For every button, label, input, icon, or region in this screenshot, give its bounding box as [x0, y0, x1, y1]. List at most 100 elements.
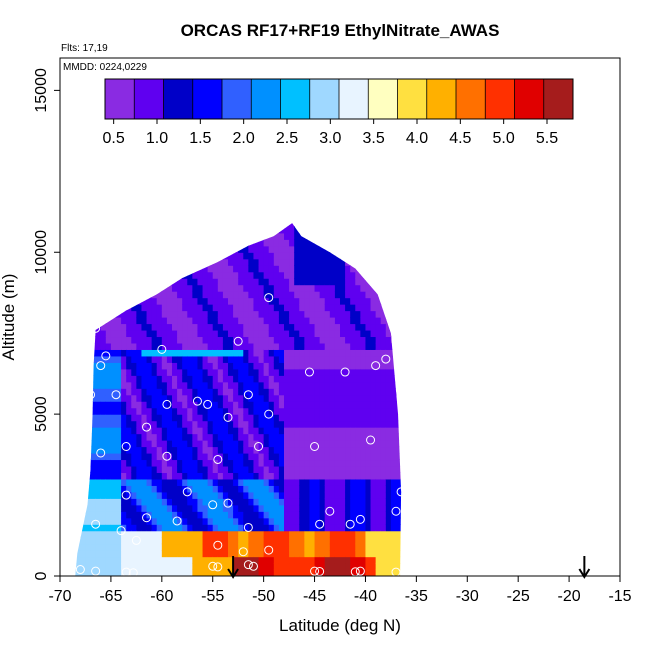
heatmap-cell	[207, 569, 214, 576]
heatmap-cell	[233, 329, 239, 338]
heatmap-cell	[75, 278, 81, 286]
heatmap-cell	[273, 226, 280, 234]
heatmap-cell	[116, 336, 122, 344]
heatmap-cell	[151, 394, 158, 402]
heatmap-cell	[334, 368, 341, 376]
heatmap-cell	[360, 342, 367, 350]
heatmap-cell	[284, 504, 290, 512]
heatmap-cell	[370, 569, 377, 576]
heatmap-cell	[273, 485, 280, 493]
heatmap-cell	[309, 485, 316, 493]
heatmap-cell	[177, 355, 183, 363]
heatmap-cell	[100, 271, 107, 279]
heatmap-cell	[365, 278, 372, 286]
heatmap-cell	[401, 278, 402, 286]
heatmap-cell	[324, 485, 331, 493]
heatmap-cell	[273, 375, 280, 383]
heatmap-cell	[156, 452, 163, 461]
heatmap-cell	[75, 478, 76, 486]
heatmap-cell	[360, 472, 367, 480]
heatmap-cell	[151, 401, 158, 409]
heatmap-cell	[401, 465, 402, 473]
heatmap-cell	[258, 284, 265, 292]
heatmap-cell	[304, 472, 311, 480]
heatmap-cell	[365, 336, 372, 344]
heatmap-cell	[207, 304, 214, 312]
heatmap-cell	[345, 414, 351, 422]
heatmap-cell	[85, 550, 92, 558]
heatmap-cell	[238, 310, 244, 318]
heatmap-cell	[228, 537, 234, 545]
heatmap-cell	[329, 459, 336, 467]
heatmap-cell	[187, 459, 193, 467]
heatmap-cell	[151, 440, 158, 448]
heatmap-cell	[192, 265, 199, 273]
plot-frame	[59, 57, 621, 577]
heatmap-cell	[166, 278, 173, 286]
heatmap-cell	[401, 271, 402, 279]
heatmap-cell	[268, 569, 275, 576]
heatmap-cell	[355, 381, 361, 389]
heatmap-cell	[217, 537, 224, 545]
heatmap-cell	[309, 349, 316, 357]
heatmap-cell	[217, 498, 224, 506]
heatmap-cell	[116, 239, 122, 247]
heatmap-cell	[110, 465, 117, 473]
sample-point	[233, 336, 243, 346]
heatmap-cell	[95, 278, 102, 286]
heatmap-cell	[243, 349, 249, 357]
heatmap-cell	[401, 252, 402, 260]
heatmap-cell	[258, 239, 265, 247]
heatmap-cell	[197, 478, 204, 486]
heatmap-cell	[365, 291, 372, 299]
heatmap-cell	[238, 517, 244, 525]
heatmap-cell	[360, 223, 367, 227]
heatmap-cell	[228, 342, 234, 350]
heatmap-cell	[314, 310, 321, 318]
heatmap-cell	[396, 342, 402, 350]
heatmap-cell	[380, 465, 387, 473]
heatmap-cell	[390, 491, 397, 499]
heatmap-cell	[294, 368, 300, 376]
heatmap-cell	[116, 368, 122, 376]
heatmap-cell	[182, 368, 188, 376]
heatmap-cell	[187, 543, 193, 551]
heatmap-cell	[233, 239, 239, 247]
heatmap-cell	[243, 265, 249, 273]
heatmap-cell	[161, 310, 168, 318]
colorbar-swatch	[456, 79, 486, 119]
heatmap-cell	[75, 375, 76, 383]
heatmap-cell	[396, 362, 402, 370]
heatmap-cell	[396, 478, 402, 486]
heatmap-cell	[202, 388, 209, 396]
heatmap-cell	[146, 524, 153, 532]
heatmap-cell	[75, 258, 81, 266]
heatmap-cell	[110, 537, 117, 545]
heatmap-cell	[172, 550, 178, 558]
heatmap-cell	[207, 394, 214, 402]
heatmap-cell	[141, 381, 148, 389]
heatmap-cell	[304, 232, 311, 240]
heatmap-cell	[182, 271, 188, 279]
heatmap-cell	[156, 504, 163, 512]
heatmap-cell	[294, 271, 300, 279]
heatmap-cell	[309, 297, 316, 305]
heatmap-cell	[278, 498, 285, 506]
heatmap-cell	[100, 491, 107, 499]
heatmap-cell	[85, 368, 92, 376]
heatmap-cell	[95, 239, 102, 247]
heatmap-cell	[187, 504, 193, 512]
heatmap-cell	[146, 355, 153, 363]
heatmap-cell	[212, 504, 219, 512]
heatmap-cell	[273, 329, 280, 338]
heatmap-cell	[217, 239, 224, 247]
heatmap-cell	[222, 511, 229, 519]
heatmap-cell	[182, 349, 188, 357]
heatmap-cell	[80, 355, 87, 363]
heatmap-cell	[334, 388, 341, 396]
heatmap-cell	[289, 433, 295, 441]
heatmap-cell	[233, 440, 239, 448]
heatmap-cell	[75, 304, 76, 312]
heatmap-cell	[340, 310, 346, 318]
heatmap-cell	[187, 265, 193, 273]
